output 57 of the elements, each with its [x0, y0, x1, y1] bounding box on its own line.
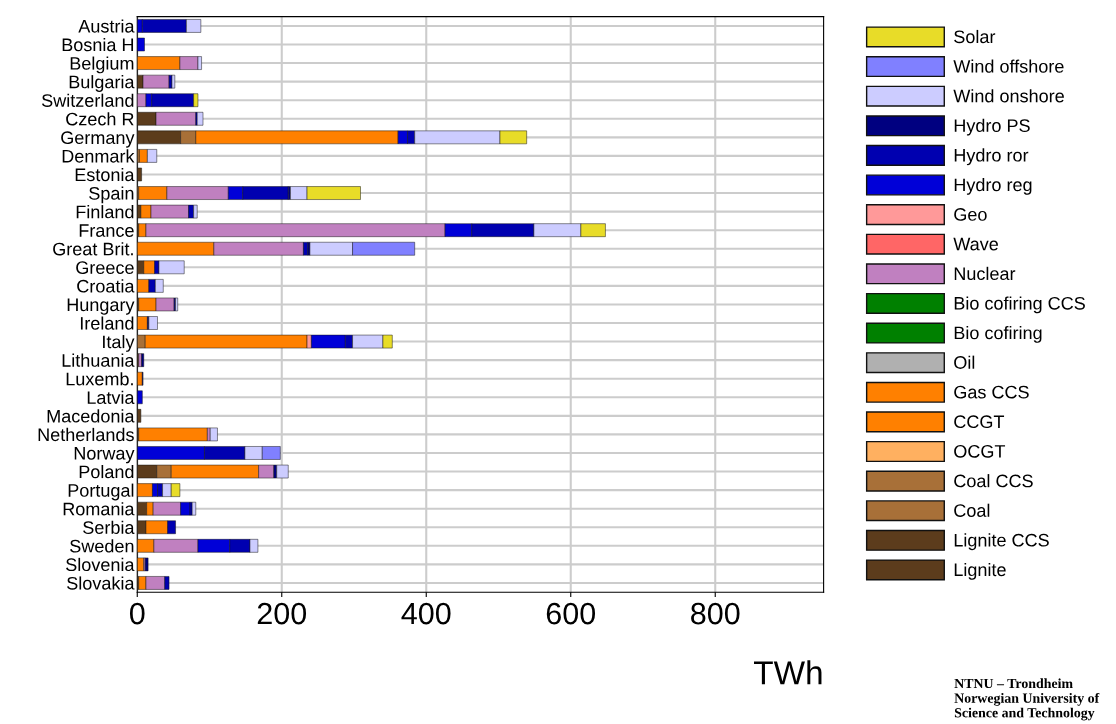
- y-tick-label: Norway: [74, 447, 135, 464]
- legend-label: Wind onshore: [953, 89, 1064, 103]
- y-tick-label: Bosnia H: [62, 37, 134, 52]
- y-tick-label: Great Brit.: [53, 242, 133, 256]
- y-tick-label: Italy: [103, 335, 135, 352]
- y-tick-label: Czech R: [66, 112, 134, 126]
- legend-label: Lignite: [954, 562, 1006, 580]
- legend-label: Bio cofiring CCS: [954, 296, 1085, 314]
- legend-label: Hydro ror: [954, 148, 1029, 166]
- text: NTNU – Trondheim Norwegian University of Science and Technology: [954, 678, 1100, 721]
- legend-label: Hydro PS: [954, 118, 1030, 136]
- y-tick-label: Slovenia: [66, 557, 135, 572]
- y-tick-label: Poland: [79, 465, 134, 479]
- y-tick-label: Latvia: [87, 390, 135, 404]
- legend-label: Nuclear: [954, 266, 1016, 281]
- y-tick-label: Bulgaria: [69, 75, 135, 92]
- y-tick-label: Denmark: [62, 149, 135, 163]
- y-tick-label: Belgium: [70, 56, 134, 74]
- y-tick-label: France: [79, 224, 134, 237]
- y-tick-label: Greece: [76, 261, 134, 275]
- x-tick-label: 800: [691, 602, 740, 625]
- y-tick-label: Switzerland: [41, 93, 134, 107]
- y-tick-label: Slovakia: [67, 576, 135, 590]
- y-tick-label: Croatia: [77, 279, 135, 293]
- y-tick-label: Estonia: [75, 167, 135, 182]
- legend-label: Coal CCS: [954, 474, 1033, 488]
- legend-label: Wind offshore: [953, 59, 1064, 73]
- legend-label: Geo: [954, 208, 987, 221]
- legend-label: Gas CCS: [954, 385, 1029, 399]
- x-axis-title: TWh: [754, 660, 822, 685]
- y-tick-label: Spain: [89, 186, 134, 204]
- y-tick-label: Lithuania: [62, 353, 135, 367]
- legend-label: Wave: [953, 237, 998, 251]
- x-tick-label: 400: [401, 602, 451, 625]
- y-tick-label: Netherlands: [38, 427, 134, 442]
- legend-label: Coal: [954, 503, 990, 517]
- y-tick-label: Luxemb.: [66, 372, 133, 386]
- y-tick-label: Finland: [76, 205, 134, 219]
- x-tick-label: 600: [546, 602, 596, 625]
- y-tick-label: Sweden: [70, 539, 134, 553]
- legend-label: Oil: [954, 355, 975, 369]
- y-tick-label: Portugal: [68, 483, 134, 501]
- y-tick-label: Germany: [61, 131, 135, 148]
- legend-label: Hydro reg: [954, 177, 1032, 195]
- legend-label: Bio cofiring: [954, 326, 1042, 343]
- legend-label: Solar: [954, 29, 996, 44]
- x-tick-label: 0: [129, 602, 145, 625]
- x-tick-label: 200: [257, 602, 307, 625]
- y-tick-label: Serbia: [83, 520, 135, 534]
- y-tick-label: Ireland: [80, 316, 134, 330]
- legend-label: OCGT: [954, 444, 1006, 458]
- y-tick-label: Hungary: [67, 298, 135, 315]
- legend-label: Lignite CCS: [954, 533, 1049, 551]
- y-tick-label: Romania: [63, 502, 135, 516]
- y-tick-label: Macedonia: [47, 409, 135, 423]
- legend-label: CCGT: [954, 415, 1005, 429]
- y-tick-label: Austria: [78, 19, 135, 33]
